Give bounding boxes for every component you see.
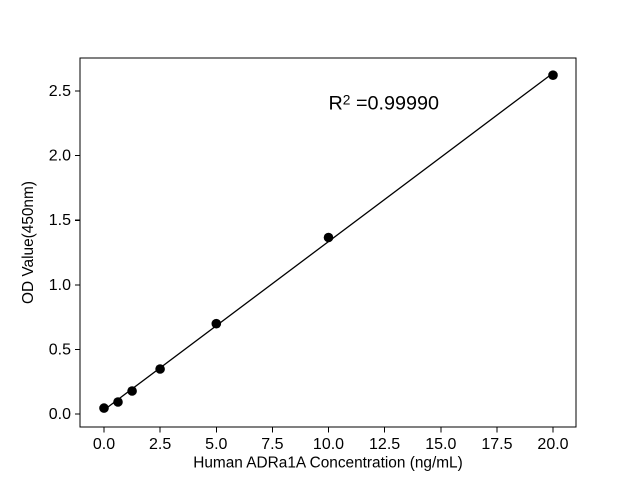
svg-text:OD Value(450nm): OD Value(450nm) <box>20 181 37 304</box>
svg-text:R2 =0.99990: R2 =0.99990 <box>329 93 440 115</box>
svg-text:20.0: 20.0 <box>537 436 568 453</box>
svg-text:15.0: 15.0 <box>425 436 456 453</box>
svg-text:0.5: 0.5 <box>49 341 71 358</box>
svg-text:7.5: 7.5 <box>261 436 283 453</box>
svg-text:0.0: 0.0 <box>93 436 115 453</box>
svg-text:Human ADRa1A Concentration (ng: Human ADRa1A Concentration (ng/mL) <box>193 455 462 472</box>
svg-text:2.5: 2.5 <box>149 436 171 453</box>
svg-text:2.0: 2.0 <box>49 148 71 165</box>
svg-text:17.5: 17.5 <box>481 436 512 453</box>
svg-text:2.5: 2.5 <box>49 83 71 100</box>
svg-text:10.0: 10.0 <box>313 436 344 453</box>
svg-text:1.0: 1.0 <box>49 277 71 294</box>
svg-text:12.5: 12.5 <box>369 436 400 453</box>
svg-text:5.0: 5.0 <box>205 436 227 453</box>
svg-text:1.5: 1.5 <box>49 212 71 229</box>
svg-text:0.0: 0.0 <box>49 406 71 423</box>
